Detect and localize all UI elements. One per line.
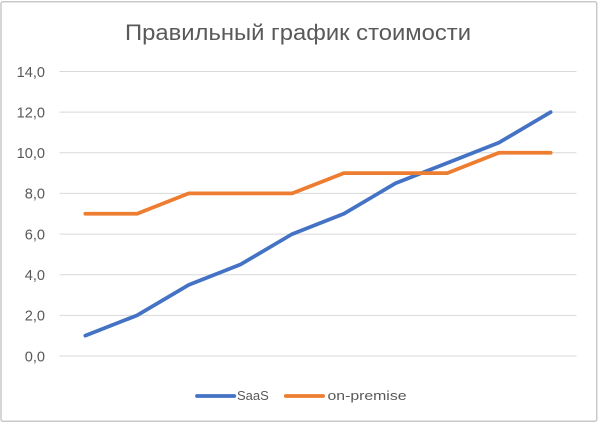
svg-text:12,0: 12,0	[17, 105, 45, 121]
svg-text:8,0: 8,0	[25, 187, 45, 203]
svg-text:6,0: 6,0	[25, 227, 45, 243]
svg-text:0,0: 0,0	[25, 349, 45, 365]
svg-text:10,0: 10,0	[17, 146, 45, 162]
svg-text:4,0: 4,0	[25, 268, 45, 284]
svg-text:SaaS: SaaS	[237, 388, 269, 403]
svg-text:Правильный график стоимости: Правильный график стоимости	[125, 20, 471, 45]
svg-text:14,0: 14,0	[17, 65, 45, 81]
svg-text:2,0: 2,0	[25, 309, 45, 325]
svg-text:on-premise: on-premise	[328, 388, 407, 403]
